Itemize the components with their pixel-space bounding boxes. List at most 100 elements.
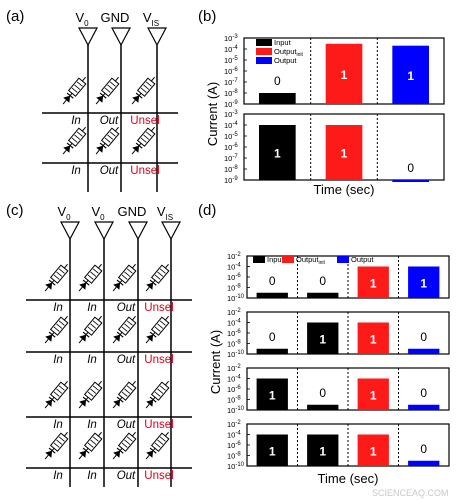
crossbar-circuit-a: V0 GND VIS In Out Unsel In Out Unsel	[42, 10, 178, 192]
memristor-diode-cell	[78, 431, 103, 460]
bar-input	[256, 434, 288, 466]
bar-output	[408, 404, 440, 410]
column-voltage-label: V0	[75, 10, 89, 28]
panel-b-letter: (b)	[198, 8, 216, 25]
memristor-diode-cell	[44, 380, 69, 409]
current-chart-d: 10-210-410-610-810-100 0 1 110-210-410-610-…	[208, 252, 450, 486]
y-tick-label: 10-8	[227, 340, 241, 349]
column-voltage-label: VIS	[143, 10, 159, 28]
y-tick-label: 10-3	[224, 110, 238, 119]
y-tick-label: 10-6	[227, 385, 241, 394]
bar-value-label: 0	[407, 161, 414, 175]
unsel-label: Unsel	[130, 115, 159, 127]
y-tick-label: 10-2	[227, 364, 241, 373]
memristor-diode-cell	[131, 126, 156, 155]
y-tick-label: 10-2	[227, 252, 241, 261]
y-tick-label: 10-10	[227, 294, 245, 303]
column-terminal: GND	[118, 204, 148, 241]
legend-swatch	[256, 39, 272, 46]
y-tick-label: 10-8	[227, 452, 241, 461]
in-label: In	[87, 302, 97, 314]
y-tick-label: 10-4	[227, 263, 241, 272]
out-label: Out	[117, 354, 136, 366]
column-voltage-label: GND	[101, 10, 130, 25]
y-tick-label: 10-10	[227, 462, 245, 471]
bar-output	[392, 180, 429, 182]
column-voltage-label: VIS	[157, 204, 173, 222]
memristor-diode-cell	[131, 76, 156, 105]
legend-swatch	[256, 48, 272, 55]
bar-value-label: 0	[269, 330, 276, 344]
bar-value-label: 0	[319, 386, 326, 400]
legend-entry: Input	[274, 38, 292, 47]
unsel-label: Unsel	[130, 165, 159, 177]
bar-input	[256, 378, 288, 410]
bar-output-init	[325, 125, 363, 180]
memristor-diode-cell	[145, 431, 170, 460]
column-terminal: V0	[57, 204, 80, 241]
out-label: Out	[117, 302, 136, 314]
memristor-diode-cell	[78, 380, 103, 409]
y-tick-label: 10-6	[227, 273, 241, 282]
memristor-diode-cell	[44, 263, 69, 292]
memristor-diode-cell	[95, 76, 120, 105]
out-label: Out	[117, 470, 136, 482]
bar-value-label: 1	[319, 332, 326, 346]
y-axis-label: Current (A)	[208, 330, 223, 394]
memristor-diode-cell	[44, 431, 69, 460]
bar-input	[259, 125, 296, 180]
panel-a-letter: (a)	[6, 8, 24, 25]
memristor-diode-cell	[62, 76, 87, 105]
in-label: In	[87, 419, 97, 431]
y-tick-label: 10-7	[224, 78, 238, 87]
legend-swatch	[256, 57, 272, 64]
legend-swatch	[282, 256, 294, 263]
in-label: In	[53, 419, 63, 431]
bar-input	[307, 434, 339, 466]
y-tick-label: 10-2	[227, 420, 241, 429]
bar-output	[408, 460, 440, 466]
bar-value-label: 0	[420, 330, 427, 344]
in-label: In	[53, 302, 63, 314]
y-tick-label: 10-10	[227, 406, 245, 415]
subplot: 10-2 10-410-6 10-810-10 0 0 1 1	[227, 252, 450, 303]
y-tick-label: 10-5	[224, 56, 238, 65]
bar-input	[256, 348, 288, 354]
x-axis-label: Time (sec)	[314, 182, 375, 197]
legend-entry: Output	[351, 255, 374, 264]
in-label: In	[53, 470, 63, 482]
y-tick-label: 10-4	[227, 319, 241, 328]
y-tick-label: 10-8	[227, 396, 241, 405]
memristor-diode-cell	[112, 263, 137, 292]
bar-output	[392, 45, 429, 104]
in-label: In	[71, 165, 81, 177]
legend-swatch	[337, 256, 349, 263]
y-tick-label: 10-6	[224, 143, 238, 152]
panel-c-letter: (c)	[6, 202, 24, 219]
y-tick-label: 10-3	[224, 34, 238, 43]
bar-value-label: 0	[269, 274, 276, 288]
bar-output-init	[357, 378, 389, 410]
bar-value-label: 1	[269, 444, 276, 458]
bar-output-init	[357, 322, 389, 354]
bar-value-label: 1	[370, 276, 377, 290]
watermark: SCIENCEAQ.COM	[372, 488, 449, 498]
column-voltage-label: V0	[57, 204, 71, 222]
panel-d-letter: (d)	[198, 202, 216, 219]
bar-input	[307, 322, 339, 354]
bar-value-label: 0	[274, 74, 281, 88]
memristor-diode-cell	[112, 431, 137, 460]
bar-value-label: 1	[341, 147, 348, 161]
bar-value-label: 1	[341, 68, 348, 82]
bar-value-label: 1	[274, 147, 281, 161]
y-tick-label: 10-10	[227, 350, 245, 359]
in-label: In	[53, 354, 63, 366]
bar-value-label: 0	[420, 442, 427, 456]
crossbar-circuit-c: V0 V0 GND VIS In In Out Unsel In In Out Unsel In In Ou…	[26, 204, 192, 487]
column-voltage-label: GND	[118, 204, 147, 219]
bar-output-init	[357, 266, 389, 298]
memristor-diode-cell	[62, 126, 87, 155]
y-tick-label: 10-8	[227, 284, 241, 293]
